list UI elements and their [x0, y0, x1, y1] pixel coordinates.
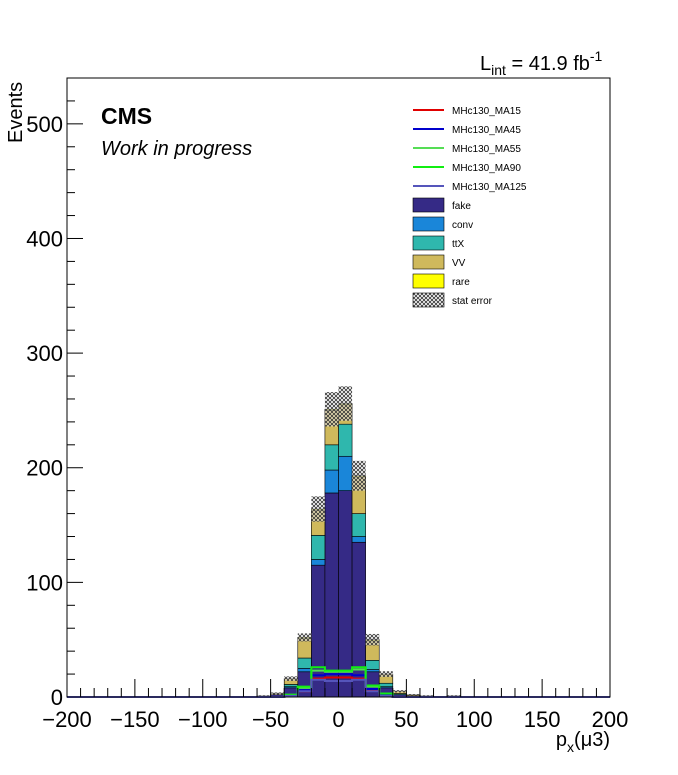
x-tick-label: 100 — [456, 707, 493, 732]
legend-label: ttX — [452, 239, 465, 250]
x-title-sub: x — [567, 739, 574, 755]
stacked-histogram — [256, 403, 461, 698]
stat-error-band-16 — [284, 676, 298, 681]
x-tick-label: −150 — [110, 707, 160, 732]
legend-entry-ttX: ttX — [412, 235, 465, 251]
bar-ttX-18 — [311, 535, 326, 560]
legend-entry-MHc130_MA45: MHc130_MA45 — [413, 125, 521, 136]
stat-error-band-28 — [447, 695, 461, 697]
y-tick-label: 0 — [51, 685, 63, 710]
legend-label: rare — [452, 277, 470, 288]
stat-error-band-20 — [338, 386, 353, 421]
legend-swatch — [412, 235, 445, 251]
legend-entry-MHc130_MA15: MHc130_MA15 — [413, 106, 521, 117]
x-title-main: p — [556, 729, 567, 751]
lumi-l: L — [480, 53, 491, 75]
legend-label: MHc130_MA90 — [452, 163, 521, 174]
legend-label: VV — [452, 258, 466, 269]
bar-ttX-22 — [365, 660, 380, 670]
x-title-rest: (μ3) — [574, 729, 610, 751]
y-tick-label: 300 — [26, 341, 63, 366]
lumi-value: = 41.9 fb — [506, 53, 590, 75]
stat-error-bands — [257, 386, 461, 697]
legend-entry-conv: conv — [412, 216, 473, 232]
legend-label: MHc130_MA55 — [452, 144, 521, 155]
bar-conv-17 — [297, 668, 312, 673]
cms-label: CMS — [101, 103, 152, 129]
legend-entry-rare: rare — [412, 273, 470, 289]
bar-fake-21 — [351, 541, 366, 698]
x-tick-label: −200 — [42, 707, 92, 732]
legend-label: fake — [452, 201, 471, 212]
legend-entry-MHc130_MA55: MHc130_MA55 — [413, 144, 521, 155]
y-axis-title: Events — [5, 82, 27, 143]
y-tick-label: 400 — [26, 226, 63, 251]
stat-error-band-17 — [297, 633, 312, 642]
legend-swatch — [412, 254, 445, 270]
legend-label: MHc130_MA125 — [452, 182, 527, 193]
legend-swatch — [412, 273, 445, 289]
bar-fake-17 — [297, 671, 312, 698]
bar-conv-20 — [338, 455, 353, 491]
stat-error-band-18 — [311, 496, 325, 522]
lumi-sup: -1 — [590, 48, 603, 64]
y-tick-label: 200 — [26, 456, 63, 481]
stat-error-band-21 — [352, 460, 366, 491]
bar-ttX-19 — [324, 444, 339, 471]
legend-swatch — [412, 292, 445, 308]
legend-entry-stat error: stat error — [412, 292, 493, 308]
x-tick-label: −50 — [252, 707, 289, 732]
legend-entry-MHc130_MA90: MHc130_MA90 — [413, 163, 521, 174]
stat-error-band-25 — [406, 694, 420, 696]
bar-VV-17 — [297, 638, 312, 659]
bar-ttX-20 — [338, 423, 353, 457]
x-tick-label: 50 — [394, 707, 418, 732]
legend-swatch — [412, 216, 445, 232]
stat-error-band-23 — [379, 671, 393, 677]
legend: MHc130_MA15 MHc130_MA45 MHc130_MA55 MHc130_… — [412, 106, 527, 308]
bar-conv-18 — [311, 559, 326, 566]
x-axis-ticks: −200 −150 −100 −50 0 50 100 150 200 — [42, 679, 628, 732]
bar-fake-22 — [365, 671, 380, 698]
bar-conv-21 — [351, 536, 366, 543]
x-tick-label: 0 — [332, 707, 344, 732]
x-tick-label: −100 — [178, 707, 228, 732]
bar-ttX-17 — [297, 657, 312, 669]
legend-entry-VV: VV — [412, 254, 466, 270]
y-axis-ticks: 0 100 200 300 400 500 — [26, 77, 83, 710]
stat-error-band-26 — [419, 695, 434, 697]
bar-ttX-23 — [378, 682, 394, 687]
bar-conv-22 — [365, 669, 380, 673]
bar-fake-20 — [338, 490, 353, 698]
bar-ttX-16 — [283, 684, 299, 687]
bar-ttX-21 — [351, 513, 366, 537]
stat-error-band-19 — [324, 392, 339, 427]
bar-fake-19 — [324, 492, 339, 698]
legend-entry-MHc130_MA125: MHc130_MA125 — [413, 182, 527, 193]
legend-label: MHc130_MA15 — [452, 106, 521, 117]
bar-fake-18 — [311, 564, 326, 698]
stat-error-band-24 — [392, 690, 407, 693]
legend-label: MHc130_MA45 — [452, 125, 521, 136]
legend-label: stat error — [452, 296, 493, 307]
x-tick-label: 200 — [592, 707, 629, 732]
legend-swatch — [412, 197, 445, 213]
stat-error-band-14 — [257, 695, 271, 697]
legend-entry-fake: fake — [412, 197, 471, 213]
y-tick-label: 500 — [26, 112, 63, 137]
status-label: Work in progress — [101, 138, 252, 160]
stat-error-band-15 — [270, 692, 285, 695]
stat-error-band-22 — [365, 633, 380, 646]
lumi-sub: int — [491, 62, 506, 78]
legend-label: conv — [452, 220, 473, 231]
x-tick-label: 150 — [524, 707, 561, 732]
x-axis-title: px(μ3) — [556, 729, 610, 755]
lumi-label: Lint = 41.9 fb-1 — [480, 48, 603, 78]
y-tick-label: 100 — [26, 570, 63, 595]
bar-conv-19 — [324, 469, 339, 494]
